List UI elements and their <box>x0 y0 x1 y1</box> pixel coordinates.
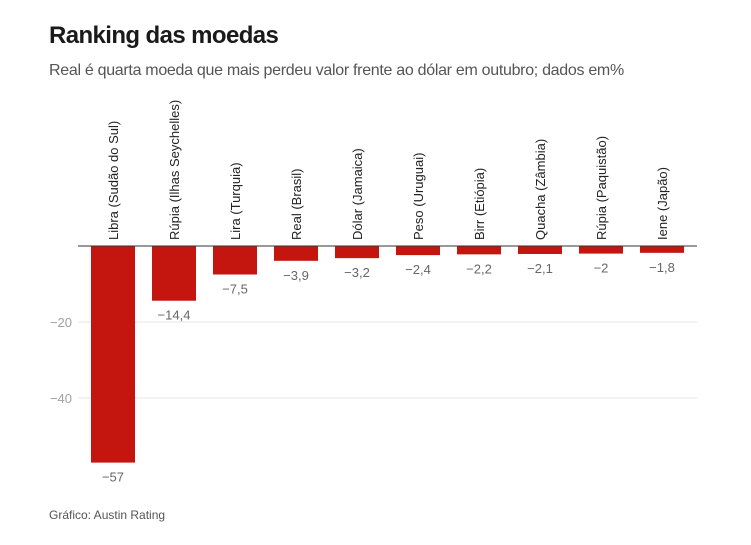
bar <box>91 246 135 463</box>
value-label: −3,9 <box>283 268 309 283</box>
chart-source: Gráfico: Austin Rating <box>49 508 166 522</box>
y-tick-label: −40 <box>50 391 72 406</box>
bar <box>579 246 623 254</box>
chart-subtitle: Real é quarta moeda que mais perdeu valo… <box>49 62 624 79</box>
gridlines: −20 −40 <box>50 315 697 406</box>
labels: −57 Libra (Sudão do Sul) −14,4 Rúpia (Ilhas… <box>78 100 697 485</box>
value-label: −2,2 <box>466 261 492 276</box>
bars <box>91 246 684 463</box>
chart-title: Ranking das moedas <box>49 22 279 49</box>
bar <box>152 246 196 301</box>
value-label: −14,4 <box>158 308 191 323</box>
bar <box>213 246 257 275</box>
category-label: Dólar (Jamaica) <box>350 148 365 240</box>
value-label: −3,2 <box>344 265 370 280</box>
category-label: Quacha (Zâmbia) <box>533 139 548 240</box>
bar <box>396 246 440 256</box>
category-label: Peso (Uruguai) <box>411 153 426 240</box>
category-label: Birr (Etiópia) <box>472 168 487 240</box>
bar <box>518 246 562 254</box>
value-label: −2 <box>594 261 609 276</box>
category-label: Rúpia (Paquistão) <box>594 136 609 240</box>
value-label: −2,1 <box>527 261 553 276</box>
value-label: −2,4 <box>405 262 431 277</box>
value-label: −7,5 <box>222 282 248 297</box>
category-label: Rúpia (Ilhas Seychelles) <box>167 100 182 240</box>
y-tick-label: −20 <box>50 315 72 330</box>
category-label: Real (Brasil) <box>289 168 304 240</box>
bar <box>640 246 684 253</box>
bar <box>274 246 318 261</box>
bar <box>335 246 379 259</box>
category-label: Iene (Japão) <box>655 167 670 240</box>
category-label: Libra (Sudão do Sul) <box>106 121 121 240</box>
category-label: Lira (Turquia) <box>228 162 243 240</box>
value-label: −57 <box>102 470 124 485</box>
bar <box>457 246 501 255</box>
value-label: −1,8 <box>649 260 675 275</box>
